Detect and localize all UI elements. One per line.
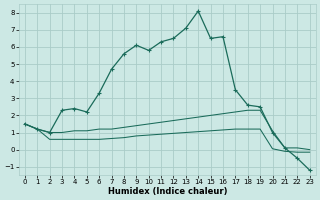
X-axis label: Humidex (Indice chaleur): Humidex (Indice chaleur) — [108, 187, 227, 196]
